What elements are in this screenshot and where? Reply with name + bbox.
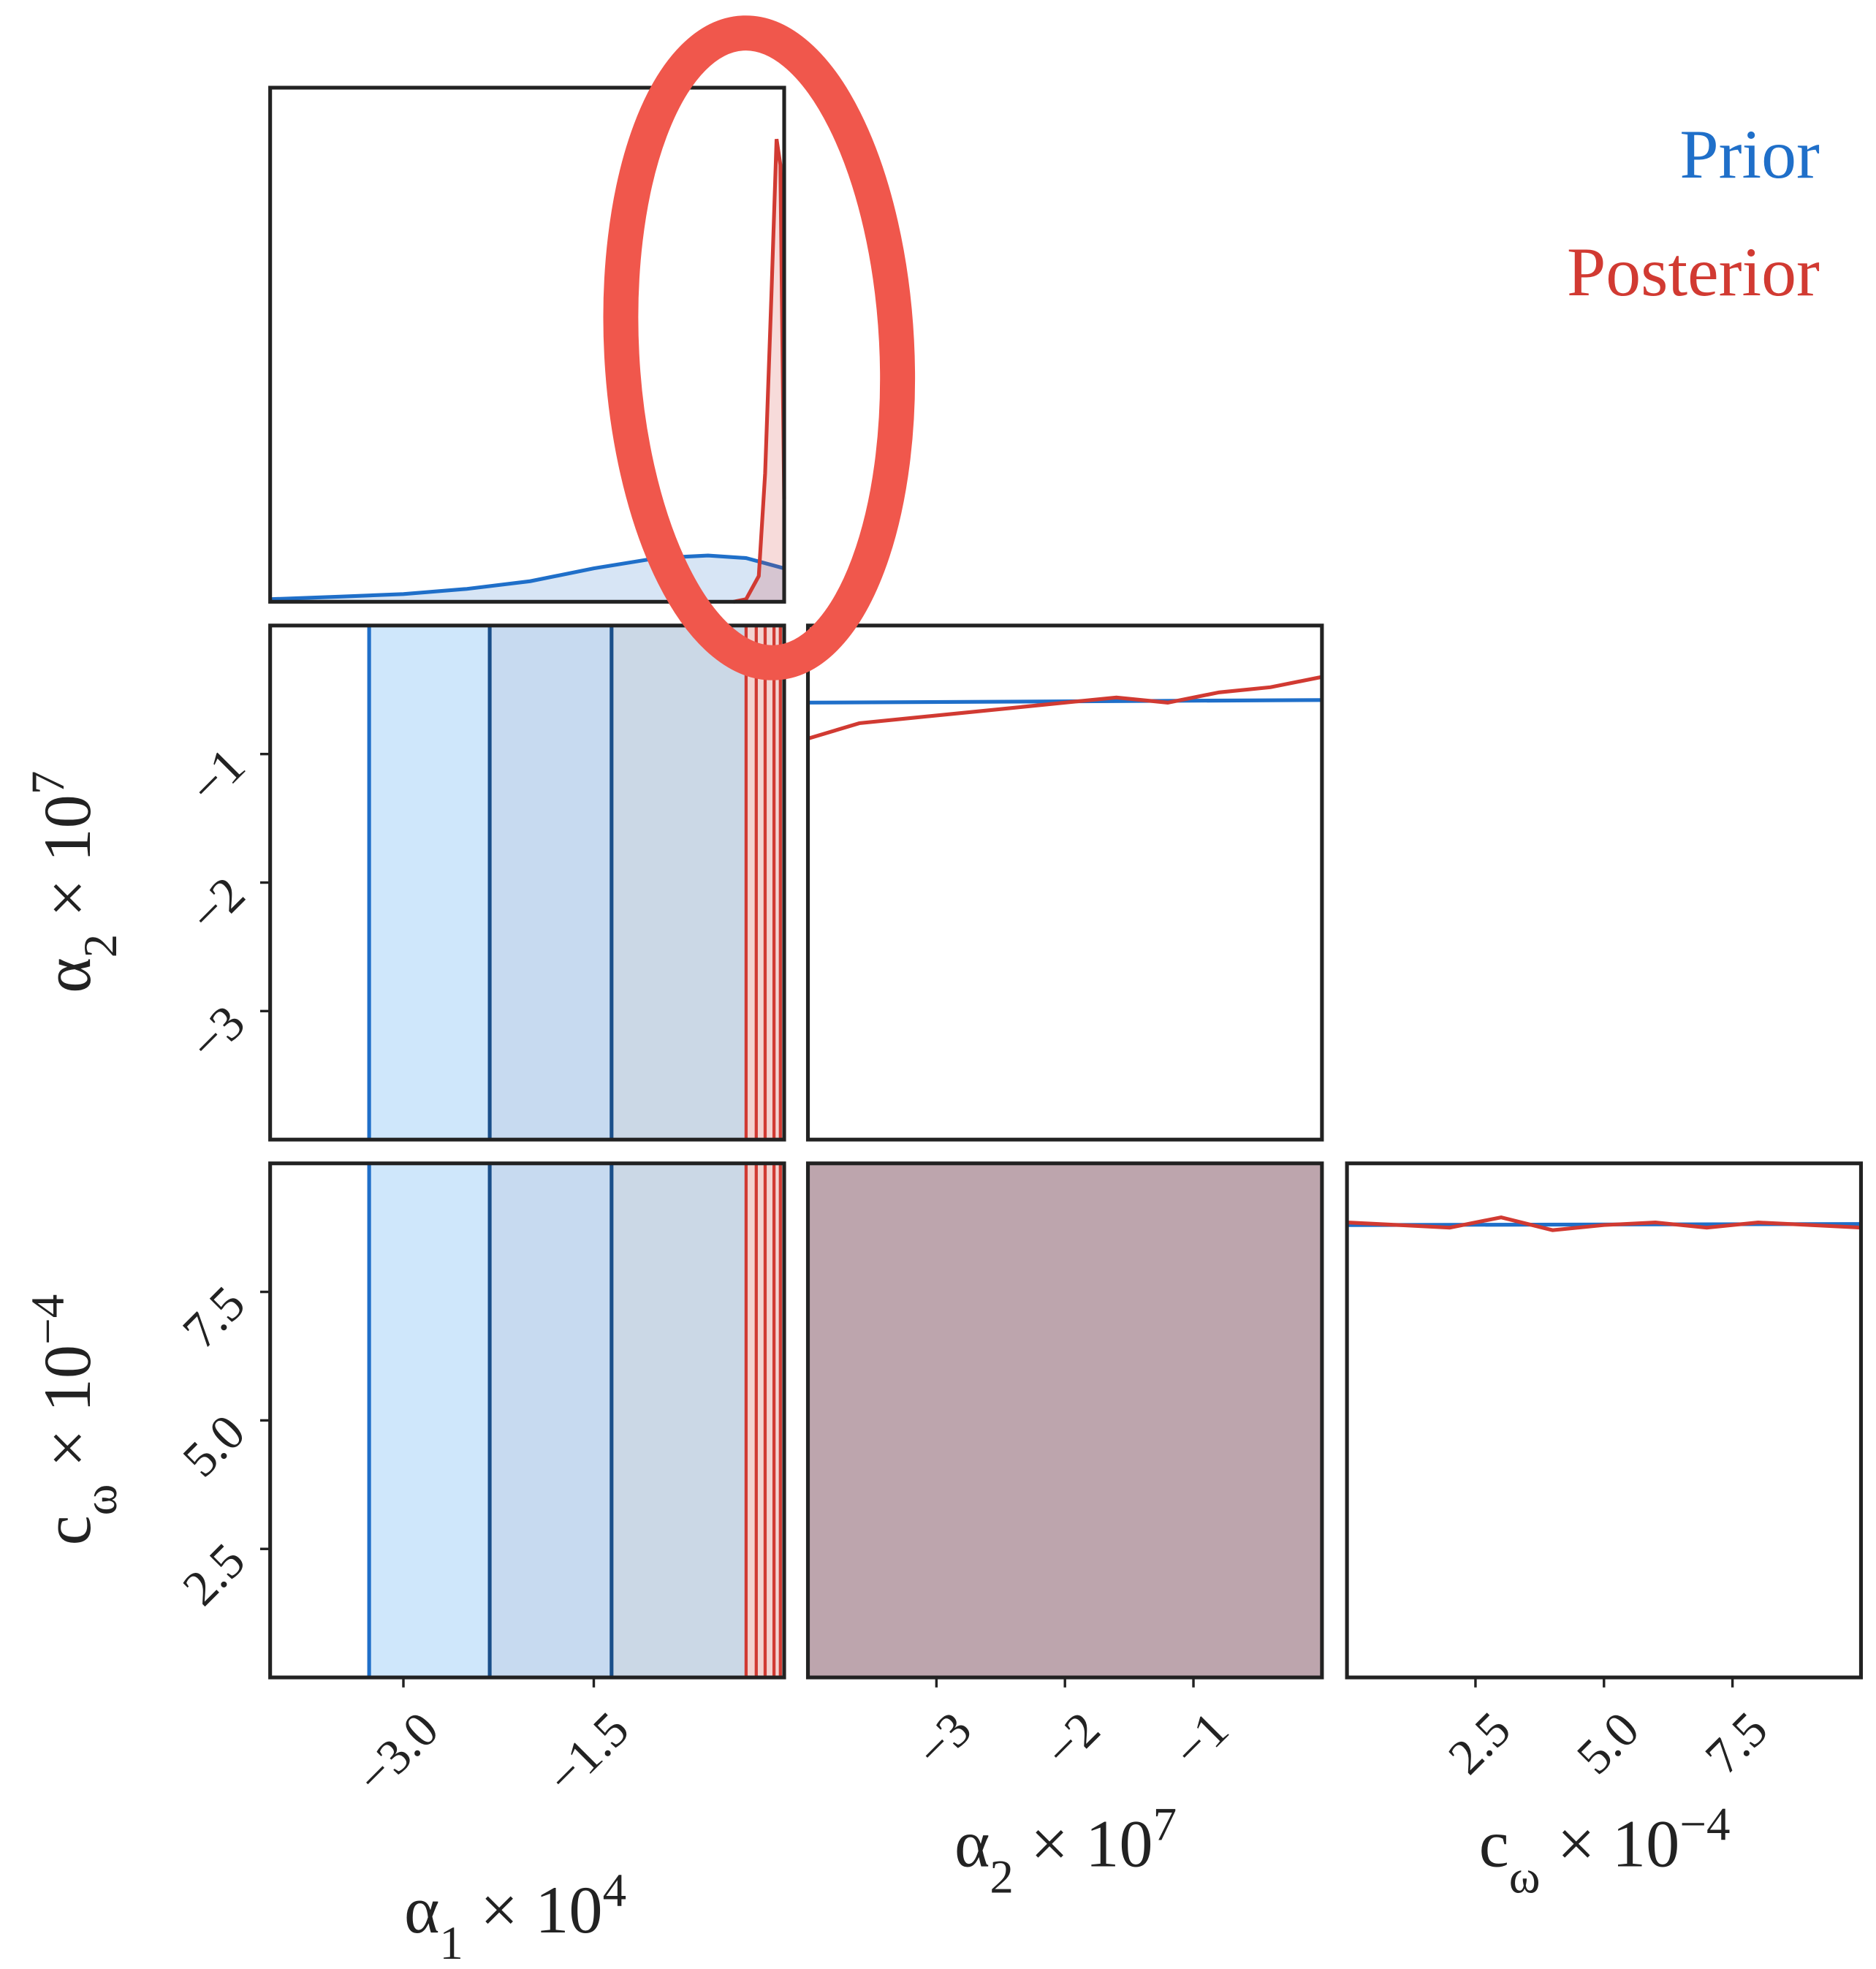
axis-label-base: α [954, 1806, 990, 1881]
prior-density [270, 553, 785, 602]
axis-label: α2 × 107 [22, 771, 127, 993]
panel-frame [268, 86, 786, 604]
axis-label-sup: −4 [1679, 1798, 1730, 1851]
density-fill [808, 1163, 1322, 1678]
y-tick-label: −2 [178, 866, 255, 943]
posterior-area [733, 139, 785, 602]
axis-label: α1 × 104 [404, 1864, 626, 1969]
prior-band [369, 625, 490, 1140]
posterior-density [807, 675, 1323, 741]
x-tick-label: −3.0 [346, 1701, 449, 1805]
highlight-circle [603, 15, 916, 680]
panel-frame [805, 623, 1324, 1142]
prior-band [369, 1163, 490, 1678]
x-tick-label: 2.5 [1438, 1701, 1521, 1785]
x-tick-label: 7.5 [1695, 1701, 1778, 1785]
y-tick-label: 5.0 [172, 1404, 255, 1487]
prior-band [490, 1163, 612, 1678]
axis-label: cω × 10−4 [1479, 1798, 1731, 1903]
legend-label: Prior [1679, 115, 1820, 193]
y-tick-label: 2.5 [172, 1533, 255, 1616]
x-tick-label: −1 [1162, 1701, 1239, 1778]
axis-label-base: c [30, 1515, 105, 1545]
x-tick-label: 5.0 [1566, 1701, 1649, 1785]
axis-label: cω × 10−4 [22, 1294, 127, 1546]
axis-label-base: c [1479, 1806, 1509, 1881]
axis-label-sup: 7 [22, 771, 75, 795]
posterior-density [1346, 1215, 1861, 1232]
axis-label-sub: 1 [439, 1917, 463, 1969]
axis-label-mid: × 10 [463, 1873, 603, 1947]
axis-label-sub: 2 [75, 934, 127, 958]
posterior-density [733, 138, 786, 604]
axis-label-sup: −4 [22, 1294, 75, 1345]
panel-frame [1345, 1161, 1864, 1680]
x-tick-label: −1.5 [536, 1701, 639, 1805]
marks: −3.0 −1.5 −3 −2 −1 2.5 5.0 7.5−3−2−12.55.07.5α1… [22, 86, 1864, 1969]
axis-label-mid: × 10 [1541, 1806, 1680, 1881]
axis-label-mid: × 10 [1014, 1806, 1153, 1881]
axis-label-base: α [404, 1873, 439, 1947]
axis-label-mid: × 10 [30, 1345, 105, 1484]
axis-label-mid: × 10 [30, 794, 105, 934]
axis-label-sub: ω [1509, 1851, 1541, 1903]
prior-band [490, 625, 612, 1140]
axis-label-sup: 7 [1153, 1798, 1177, 1851]
axis-label-sub: 2 [990, 1851, 1014, 1903]
axis-label-sub: ω [75, 1484, 127, 1516]
y-tick-label: 7.5 [172, 1275, 255, 1359]
x-tick-label: −2 [1033, 1701, 1110, 1778]
axis-label-sup: 4 [603, 1864, 627, 1917]
legend-label: Posterior [1567, 233, 1820, 311]
y-tick-label: −3 [178, 995, 255, 1071]
axis-label-base: α [30, 957, 105, 993]
axis-label: α2 × 107 [954, 1798, 1177, 1903]
y-tick-label: −1 [178, 737, 255, 814]
x-tick-label: −3 [905, 1701, 981, 1778]
